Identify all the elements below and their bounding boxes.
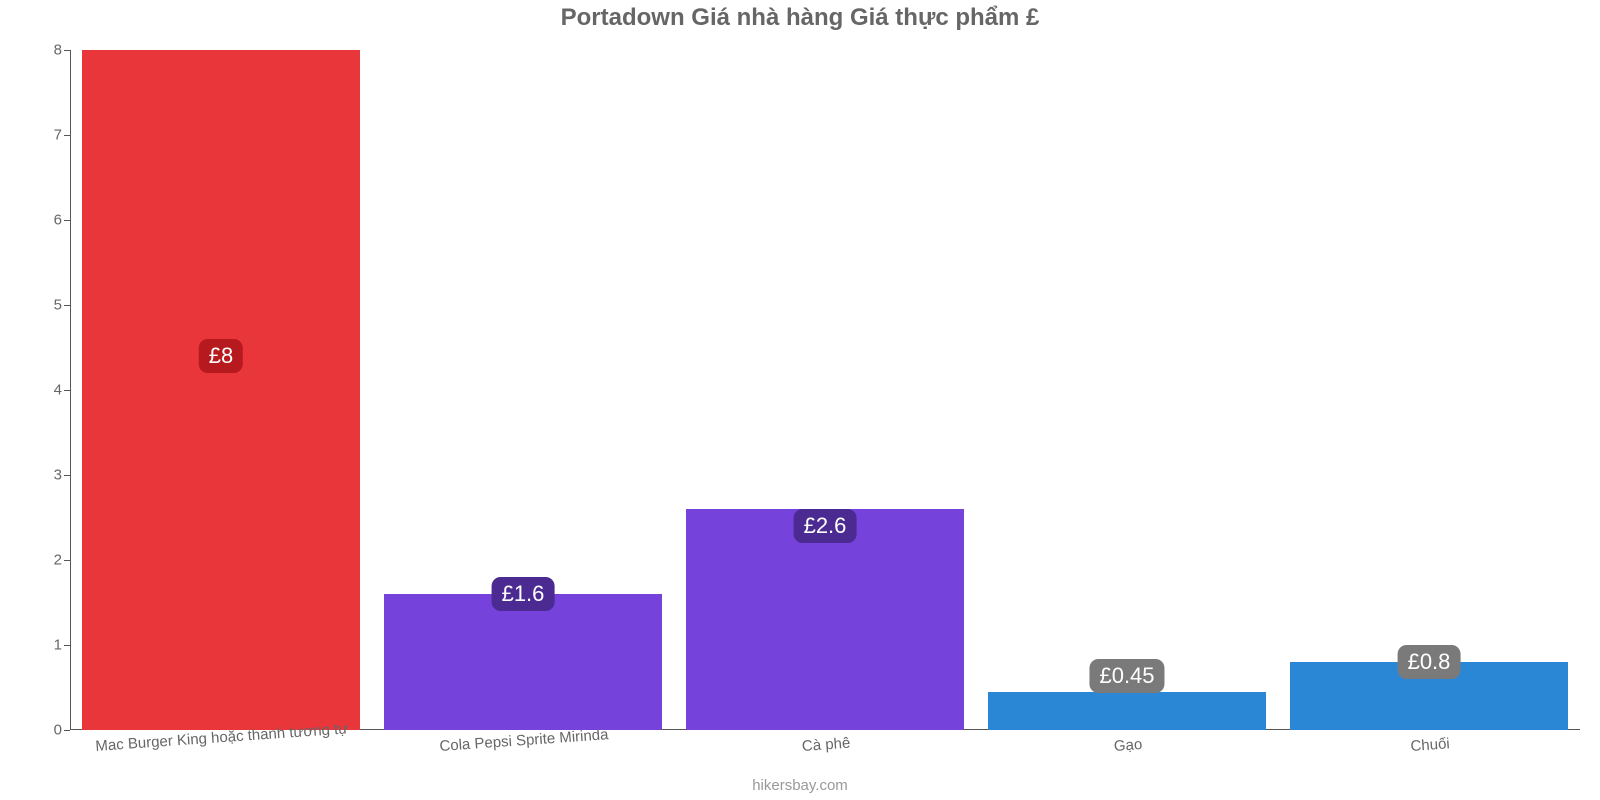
y-tick-label: 3 bbox=[54, 467, 70, 484]
bar-slot: £8Mac Burger King hoặc thanh tương tự bbox=[70, 50, 372, 730]
x-tick-label: Chuối bbox=[1409, 727, 1450, 755]
bar-slot: £0.8Chuối bbox=[1278, 50, 1580, 730]
y-tick-label: 8 bbox=[54, 42, 70, 59]
y-tick-label: 4 bbox=[54, 382, 70, 399]
y-tick-label: 5 bbox=[54, 297, 70, 314]
value-label: £0.45 bbox=[1089, 659, 1164, 693]
attribution-text: hikersbay.com bbox=[0, 777, 1600, 794]
bar bbox=[384, 594, 662, 730]
y-tick-label: 6 bbox=[54, 212, 70, 229]
value-label: £1.6 bbox=[492, 577, 555, 611]
x-tick-label: Gạo bbox=[1113, 728, 1143, 755]
y-tick-label: 7 bbox=[54, 127, 70, 144]
chart-title: Portadown Giá nhà hàng Giá thực phẩm £ bbox=[0, 4, 1600, 32]
value-label: £8 bbox=[199, 339, 243, 373]
value-label: £2.6 bbox=[794, 509, 857, 543]
y-tick-label: 1 bbox=[54, 637, 70, 654]
bar-slot: £1.6Cola Pepsi Sprite Mirinda bbox=[372, 50, 674, 730]
plot-area: 012345678 £8Mac Burger King hoặc thanh t… bbox=[70, 50, 1580, 730]
bar bbox=[82, 50, 360, 730]
value-label: £0.8 bbox=[1398, 645, 1461, 679]
bars-container: £8Mac Burger King hoặc thanh tương tự£1.… bbox=[70, 50, 1580, 730]
price-bar-chart: Portadown Giá nhà hàng Giá thực phẩm £ 0… bbox=[0, 0, 1600, 800]
y-tick-label: 2 bbox=[54, 552, 70, 569]
y-tick-label: 0 bbox=[54, 722, 70, 739]
x-tick-label: Cà phê bbox=[801, 727, 851, 755]
bar bbox=[988, 692, 1266, 730]
bar-slot: £0.45Gạo bbox=[976, 50, 1278, 730]
bar-slot: £2.6Cà phê bbox=[674, 50, 976, 730]
